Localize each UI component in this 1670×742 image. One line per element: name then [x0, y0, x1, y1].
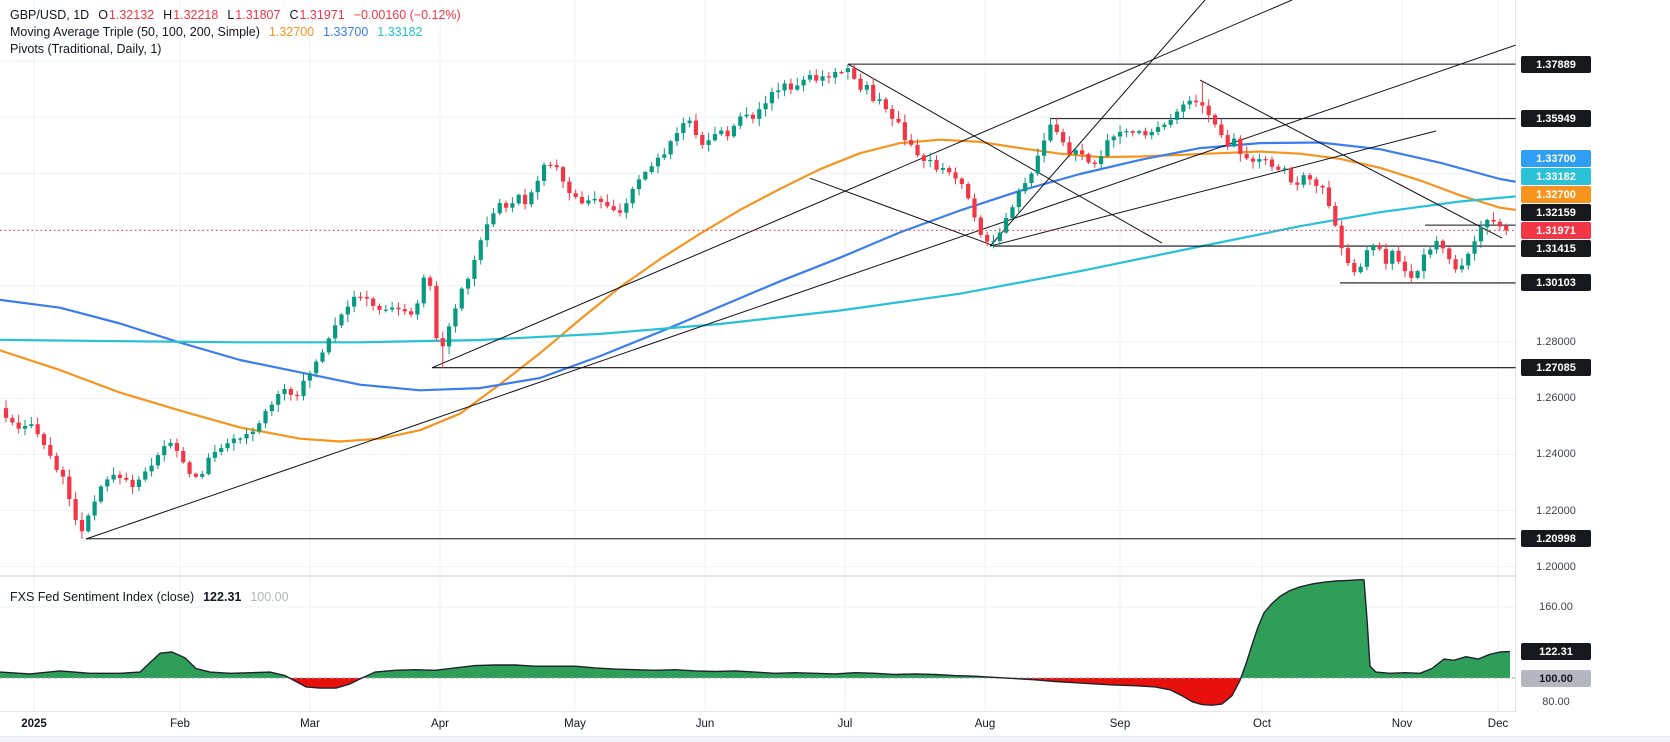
- bottom-toolbar-strip: [0, 736, 1670, 742]
- time-label-2025: 2025: [21, 718, 47, 730]
- ma-line-sma-50: [0, 138, 1516, 443]
- price-label-1.27085: 1.27085: [1521, 359, 1591, 376]
- axis-tick-1.22000: 1.22000: [1536, 505, 1576, 517]
- ohlc-open: O 1.32132: [98, 7, 155, 22]
- time-label-Nov: Nov: [1391, 718, 1413, 730]
- ohlc-high: H 1.32218: [163, 7, 219, 22]
- time-label-Oct: Oct: [1253, 718, 1271, 730]
- sentiment-value: 122.31: [203, 589, 242, 604]
- axis-tick-1.20000: 1.20000: [1536, 561, 1576, 573]
- time-label-Jul: Jul: [837, 718, 853, 730]
- change-value: −0.00160 (−0.12%): [353, 7, 461, 22]
- ma200-value: 1.33182: [377, 24, 423, 39]
- trendline-7: [1199, 79, 1503, 239]
- price-axis[interactable]: 1.37889 1.35949 1.33700 1.33182 1.32700 1.321…: [1516, 0, 1670, 736]
- time-label-May: May: [564, 718, 586, 730]
- time-label-Mar: Mar: [300, 718, 320, 730]
- price-label-1.31971: 1.31971: [1521, 222, 1591, 239]
- legend-symbol-row[interactable]: GBP/USD, 1D O 1.32132 H 1.32218 L 1.31807 C…: [10, 6, 461, 23]
- price-label-1.32700: 1.32700: [1521, 186, 1591, 203]
- legend-pivots-row[interactable]: Pivots (Traditional, Daily, 1): [10, 40, 461, 57]
- main-legend: GBP/USD, 1D O 1.32132 H 1.32218 L 1.31807 C…: [10, 6, 461, 57]
- ma50-value: 1.32700: [268, 24, 315, 39]
- ohlc-close: C 1.31971: [289, 7, 345, 22]
- axis-tick-160.00: 160.00: [1539, 601, 1573, 613]
- price-label-1.20998: 1.20998: [1521, 530, 1591, 547]
- price-label-122.31: 122.31: [1521, 643, 1591, 660]
- price-label-1.33700: 1.33700: [1521, 150, 1591, 167]
- price-label-100.00: 100.00: [1521, 670, 1591, 687]
- price-label-1.32159: 1.32159: [1521, 204, 1591, 221]
- price-label-1.37889: 1.37889: [1521, 56, 1591, 73]
- trendline-6: [809, 177, 996, 247]
- sentiment-area-series: [0, 579, 1516, 706]
- ma-line-sma-100: [0, 141, 1516, 392]
- price-label-1.33182: 1.33182: [1521, 168, 1591, 185]
- ma100-value: 1.33700: [323, 24, 369, 39]
- trendline-2: [431, 0, 1293, 369]
- trendline-5: [847, 63, 1163, 244]
- time-label-Dec: Dec: [1487, 718, 1509, 730]
- ma-line-sma-200: [0, 195, 1516, 344]
- time-label-Apr: Apr: [431, 718, 449, 730]
- candlestick-series: [3, 63, 1509, 539]
- price-label-1.30103: 1.30103: [1521, 274, 1591, 291]
- trendline-3: [989, 0, 1206, 247]
- price-label-1.31415: 1.31415: [1521, 240, 1591, 257]
- axis-tick-1.26000: 1.26000: [1536, 392, 1576, 404]
- trendline-4: [989, 130, 1437, 247]
- axis-tick-1.28000: 1.28000: [1536, 336, 1576, 348]
- time-label-Feb: Feb: [170, 718, 190, 730]
- sentiment-indicator-title: FXS Fed Sentiment Index (close): [10, 589, 195, 604]
- legend-ma-row[interactable]: Moving Average Triple (50, 100, 200, Sim…: [10, 23, 461, 40]
- time-axis[interactable]: 2025 Feb Mar Apr May Jun Jul Aug Sep Oct Nov Dec: [0, 712, 1670, 736]
- time-label-Sep: Sep: [1109, 718, 1131, 730]
- axis-tick-1.24000: 1.24000: [1536, 448, 1576, 460]
- pivots-indicator-title: Pivots (Traditional, Daily, 1): [10, 41, 162, 56]
- moving-average-lines: [0, 138, 1516, 443]
- axis-tick-80.00: 80.00: [1542, 696, 1570, 708]
- trendline-1: [85, 44, 1516, 540]
- sentiment-baseline-value: 100.00: [250, 589, 289, 604]
- sub-legend: FXS Fed Sentiment Index (close) 122.31 1…: [10, 588, 289, 605]
- ohlc-low: L 1.31807: [227, 7, 281, 22]
- trendlines-and-pivots[interactable]: [85, 0, 1516, 540]
- symbol-title: GBP/USD, 1D: [10, 7, 90, 22]
- ma-indicator-title: Moving Average Triple (50, 100, 200, Sim…: [10, 24, 260, 39]
- time-label-Aug: Aug: [974, 718, 996, 730]
- time-label-Jun: Jun: [695, 718, 715, 730]
- legend-sentiment-row[interactable]: FXS Fed Sentiment Index (close) 122.31 1…: [10, 588, 289, 605]
- price-label-1.35949: 1.35949: [1521, 110, 1591, 127]
